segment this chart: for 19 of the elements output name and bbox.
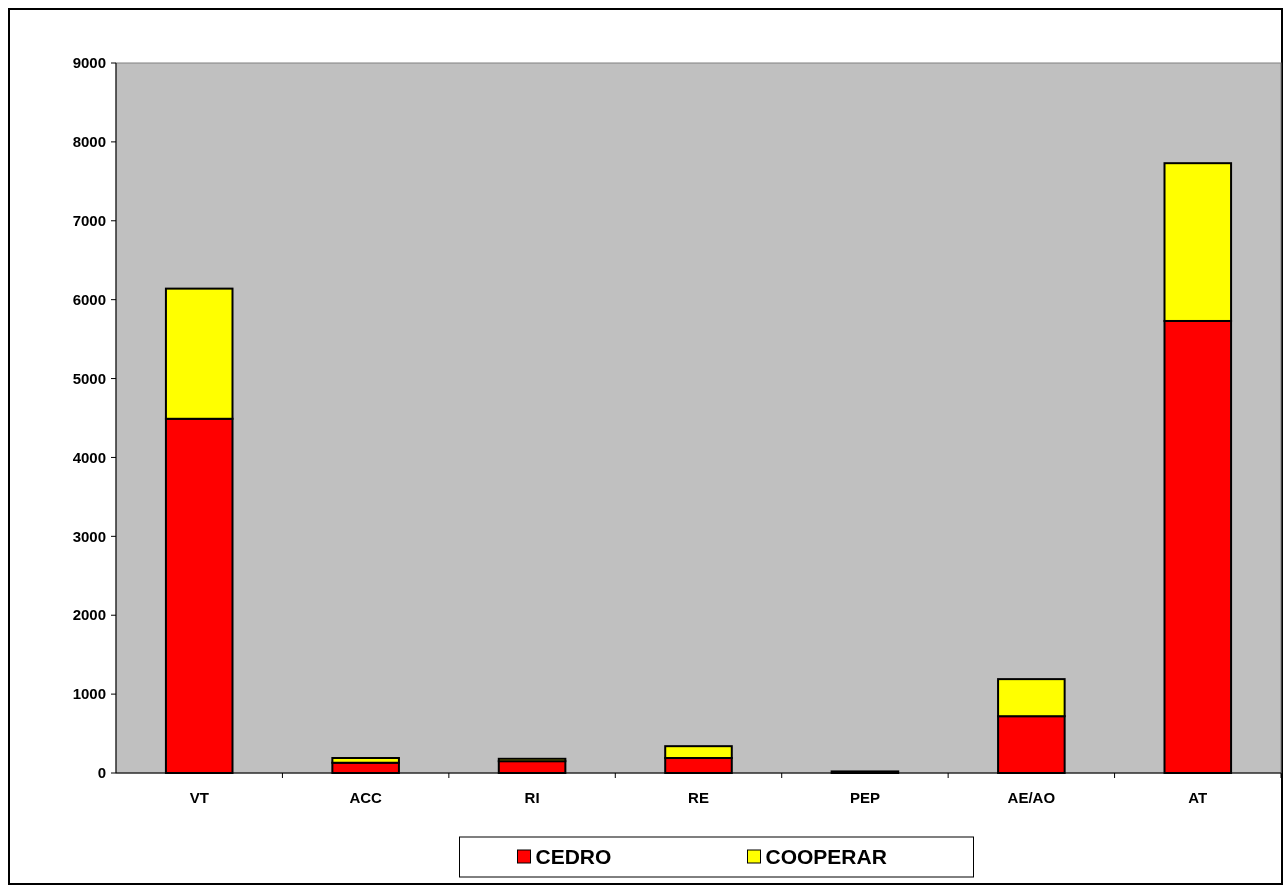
x-tick-label: PEP — [849, 789, 880, 806]
x-tick-label: AT — [1188, 789, 1208, 806]
x-tick-label: VT — [189, 789, 209, 806]
x-tick-label: AE/AO — [1007, 789, 1056, 806]
x-tick-label: ACC — [349, 789, 383, 806]
legend-label: CEDRO — [535, 845, 612, 869]
legend-label: COOPERAR — [765, 845, 887, 869]
y-tick-label: 6000 — [72, 290, 106, 308]
y-tick-label: 5000 — [72, 369, 106, 387]
y-tick-label: 7000 — [72, 212, 106, 230]
y-tick-label: 9000 — [72, 54, 106, 72]
x-tick-label: RE — [688, 789, 709, 806]
y-tick-label: 4000 — [72, 448, 106, 466]
y-tick-label: 1000 — [72, 685, 106, 703]
y-tick-label: 0 — [97, 764, 106, 782]
y-tick-label: 2000 — [72, 606, 106, 624]
y-tick-label: 3000 — [72, 527, 106, 545]
x-tick-label: RI — [524, 789, 540, 806]
y-tick-label: 8000 — [72, 133, 106, 151]
